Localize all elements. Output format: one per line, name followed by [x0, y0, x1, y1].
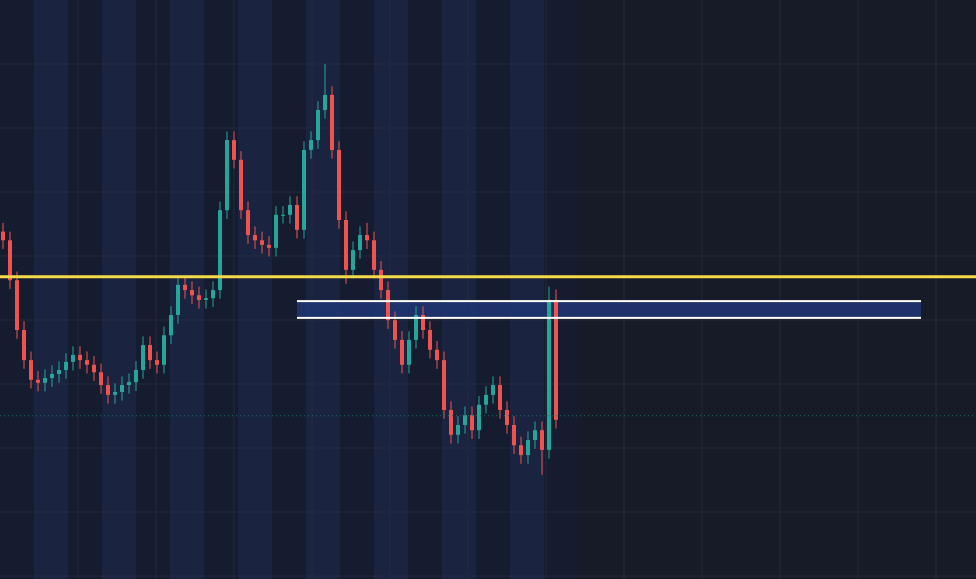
- candle-body: [253, 235, 257, 241]
- stripe: [238, 0, 272, 579]
- candle-body: [8, 240, 12, 281]
- candle-body: [379, 269, 383, 291]
- candle-body: [225, 140, 229, 211]
- candle-body: [337, 149, 341, 221]
- candle-body: [36, 379, 40, 383]
- candle-body: [204, 298, 208, 300]
- candle-body: [232, 140, 236, 160]
- candle-body: [148, 345, 152, 361]
- candle-body: [197, 295, 201, 300]
- candle-body: [162, 335, 166, 365]
- candle-body: [50, 374, 54, 379]
- stripe: [68, 0, 102, 579]
- candle-body: [449, 409, 453, 435]
- candle-body: [127, 382, 131, 386]
- candle-body: [92, 364, 96, 373]
- candle-body: [22, 330, 26, 361]
- candle-body: [190, 290, 194, 296]
- stripe: [272, 0, 306, 579]
- candle-body: [1, 231, 5, 241]
- stripe: [34, 0, 68, 579]
- candle-body: [498, 385, 502, 410]
- candle-body: [281, 214, 285, 216]
- candle-body: [316, 110, 320, 141]
- candle-body: [323, 94, 327, 111]
- candle-body: [239, 159, 243, 211]
- candle-body: [442, 360, 446, 410]
- candle-body: [526, 440, 530, 456]
- candle-body: [274, 214, 278, 248]
- candle-body: [99, 372, 103, 386]
- stripe: [442, 0, 476, 579]
- candle-body: [267, 244, 271, 248]
- candle-body: [155, 360, 159, 365]
- candle-body: [540, 430, 544, 450]
- stripe: [102, 0, 136, 579]
- candle-body: [491, 385, 495, 395]
- session-stripes: [34, 0, 578, 579]
- stripe: [306, 0, 340, 579]
- candle-body: [351, 250, 355, 270]
- candle-body: [512, 424, 516, 446]
- candle-body: [183, 284, 187, 291]
- candle-body: [211, 290, 215, 299]
- candle-body: [393, 320, 397, 340]
- candle-body: [463, 415, 467, 425]
- stripe: [136, 0, 170, 579]
- candle-body: [428, 330, 432, 350]
- zone-fill: [297, 301, 921, 318]
- candle-body: [435, 349, 439, 361]
- candle-body: [106, 385, 110, 395]
- candle-body: [85, 360, 89, 365]
- stripe: [510, 0, 544, 579]
- candle-body: [547, 299, 551, 450]
- candle-body: [43, 378, 47, 383]
- stripe: [408, 0, 442, 579]
- candle-body: [15, 280, 19, 331]
- candle-body: [365, 235, 369, 241]
- candle-body: [421, 314, 425, 331]
- candle-body: [330, 94, 334, 150]
- candle-body: [414, 314, 418, 340]
- candle-body: [407, 339, 411, 365]
- candle-body: [533, 430, 537, 441]
- candle-body: [176, 284, 180, 315]
- candle-body: [309, 140, 313, 150]
- stripe: [340, 0, 374, 579]
- candle-body: [288, 204, 292, 215]
- candle-body: [295, 204, 299, 230]
- candle-body: [78, 354, 82, 361]
- candle-body: [344, 220, 348, 270]
- candle-body: [260, 240, 264, 245]
- candle-body: [120, 385, 124, 392]
- candle-body: [386, 290, 390, 321]
- stripe: [476, 0, 510, 579]
- candle-body: [57, 369, 61, 375]
- candle-body: [141, 345, 145, 370]
- candle-body: [71, 354, 75, 362]
- candle-body: [169, 314, 173, 336]
- candle-body: [477, 404, 481, 431]
- candle-body: [246, 210, 250, 236]
- stripe: [544, 0, 578, 579]
- candle-body: [64, 361, 68, 370]
- candle-body: [113, 391, 117, 395]
- candle-body: [358, 235, 362, 251]
- candle-body: [554, 299, 558, 420]
- candle-body: [302, 149, 306, 230]
- candle-body: [29, 360, 33, 380]
- candle-body: [484, 394, 488, 405]
- candle-body: [372, 240, 376, 270]
- candle-body: [519, 445, 523, 456]
- candle-body: [456, 424, 460, 435]
- candle-body: [134, 369, 138, 383]
- candle-body: [470, 415, 474, 431]
- candle-body: [218, 210, 222, 291]
- candle-body: [400, 339, 404, 365]
- candle-body: [505, 409, 509, 425]
